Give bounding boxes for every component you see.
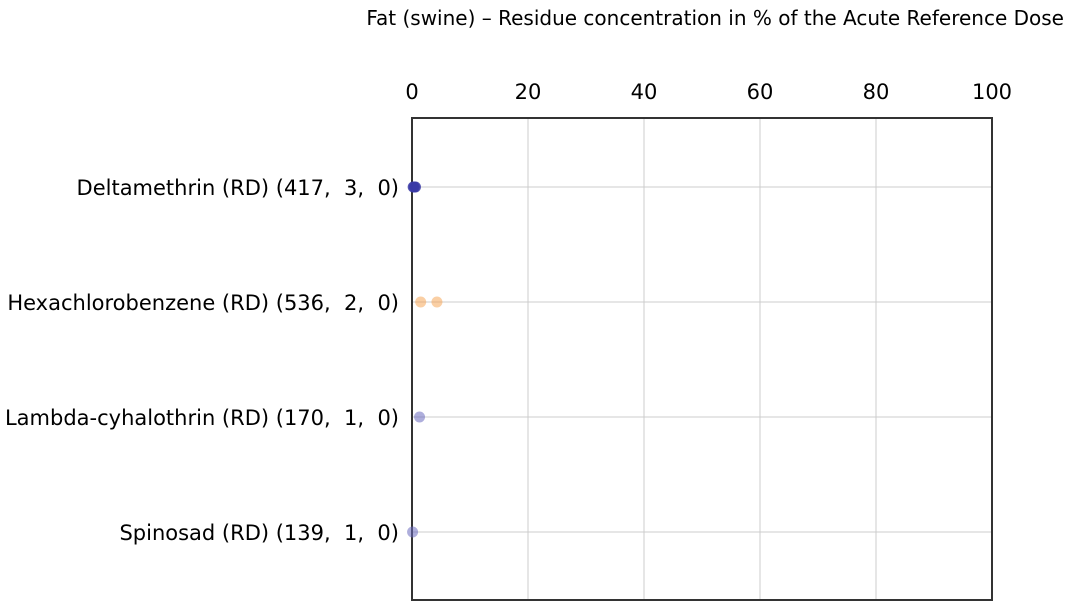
data-point [431, 296, 443, 308]
data-points [407, 181, 443, 538]
x-tick-label: 40 [631, 80, 658, 104]
x-tick-label: 60 [747, 80, 774, 104]
chart-title: Fat (swine) – Residue concentration in %… [366, 6, 1064, 30]
data-point [414, 411, 426, 423]
category-label: Lambda-cyhalothrin (RD) (170, 1, 0) [5, 406, 399, 430]
x-tick-label: 80 [863, 80, 890, 104]
data-point [415, 296, 427, 308]
x-tick-label: 20 [515, 80, 542, 104]
grid-lines [412, 118, 992, 600]
x-tick-label: 100 [972, 80, 1012, 104]
category-label: Spinosad (RD) (139, 1, 0) [119, 521, 399, 545]
category-labels: Deltamethrin (RD) (417, 3, 0) Hexachlorob… [5, 176, 399, 545]
x-tick-label: 0 [405, 80, 418, 104]
category-label: Deltamethrin (RD) (417, 3, 0) [77, 176, 399, 200]
plot-frame [411, 117, 993, 601]
data-point [409, 181, 421, 193]
x-tick-labels: 0 20 40 60 80 100 [405, 80, 1012, 104]
data-point [407, 526, 419, 538]
category-label: Hexachlorobenzene (RD) (536, 2, 0) [7, 291, 399, 315]
